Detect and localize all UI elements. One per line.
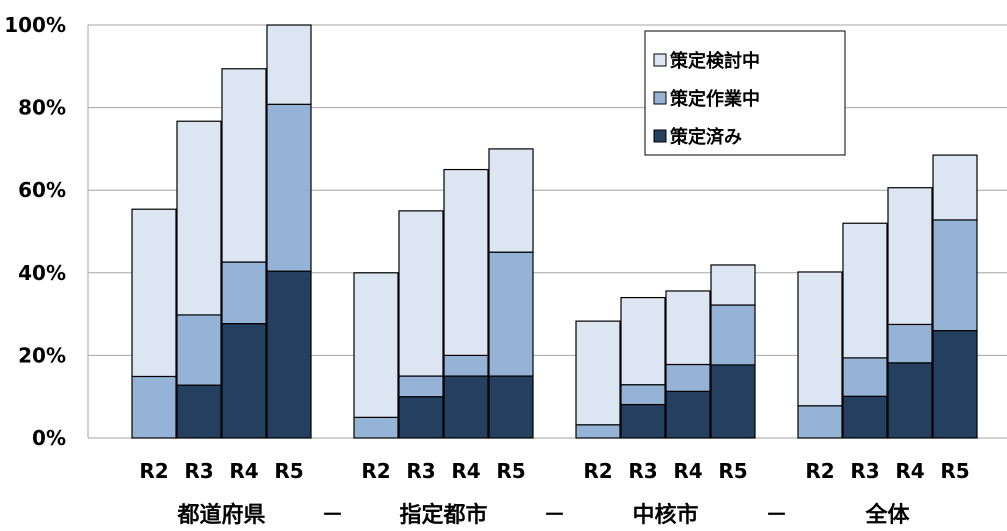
bar-segment-considering	[710, 264, 756, 306]
x-category-label: R5	[496, 459, 525, 483]
y-tick-label: 0%	[32, 426, 66, 450]
bar-segment-in-progress	[353, 416, 399, 439]
x-category-label: R4	[229, 459, 258, 483]
y-axis-ticks: 0% 20% 40% 60% 80% 100%	[4, 13, 66, 450]
x-category-label: R2	[139, 459, 168, 483]
x-category-label: R3	[850, 459, 879, 483]
x-group-label: 中核市	[632, 502, 698, 528]
legend-label: 策定済み	[670, 126, 742, 148]
bar-segment-done	[221, 322, 267, 439]
y-tick-label: 60%	[18, 178, 66, 202]
y-tick-label: 100%	[4, 13, 66, 37]
bar-segment-in-progress	[266, 103, 312, 272]
x-axis-groups: 都道府県 指定都市 中核市 全体 － － －	[176, 502, 910, 528]
bar-segment-considering	[797, 271, 843, 407]
bar-segment-in-progress	[131, 375, 177, 439]
bar-segment-in-progress	[797, 405, 843, 439]
bar-segment-considering	[131, 208, 177, 378]
x-group-separator: －	[321, 503, 343, 528]
y-tick-label: 80%	[18, 96, 66, 120]
bar-segment-in-progress	[398, 375, 444, 398]
y-tick-label: 40%	[18, 261, 66, 285]
x-category-label: R3	[184, 459, 213, 483]
x-axis-categories: R2 R3 R4 R5 R2 R3 R4 R5 R2 R3 R4 R5 R2 R3 R4 R5	[139, 459, 969, 483]
x-group-label: 指定都市	[399, 502, 487, 528]
bar-segment-in-progress	[221, 261, 267, 325]
x-category-label: R2	[583, 459, 612, 483]
legend-label: 策定検討中	[670, 50, 760, 72]
x-category-label: R3	[628, 459, 657, 483]
bar-segment-considering	[932, 154, 978, 221]
legend-label: 策定作業中	[670, 88, 760, 110]
bar-segment-in-progress	[488, 251, 534, 377]
bar-segment-considering	[176, 120, 222, 316]
bar-segment-done	[488, 375, 534, 439]
bar-segment-done	[620, 403, 666, 439]
bar-segment-considering	[266, 24, 312, 105]
x-category-label: R5	[940, 459, 969, 483]
bar-segment-done	[710, 364, 756, 439]
bar-segment-considering	[887, 187, 933, 326]
bar-segment-considering	[443, 168, 489, 357]
bar-segment-done	[887, 362, 933, 439]
legend-box	[644, 30, 846, 156]
x-category-label: R4	[451, 459, 480, 483]
bar-segment-in-progress	[665, 363, 711, 392]
bar-segment-considering	[575, 320, 621, 426]
bar-segment-in-progress	[710, 304, 756, 366]
bar-segment-considering	[488, 148, 534, 253]
x-group-separator: －	[765, 503, 787, 528]
bar-segment-done	[443, 375, 489, 439]
x-category-label: R5	[718, 459, 747, 483]
bar-segment-done	[665, 390, 711, 439]
x-category-label: R5	[274, 459, 303, 483]
bar-segment-in-progress	[887, 323, 933, 364]
x-group-label: 都道府県	[176, 502, 265, 528]
bar-segment-done	[932, 330, 978, 439]
bar-segment-considering	[221, 68, 267, 263]
bar-segment-done	[266, 270, 312, 439]
bar-segment-considering	[353, 272, 399, 418]
x-group-separator: －	[543, 503, 565, 528]
x-category-label: R4	[673, 459, 702, 483]
bar-segment-in-progress	[443, 354, 489, 377]
bars	[131, 24, 978, 439]
bar-segment-considering	[620, 296, 666, 386]
y-tick-label: 20%	[18, 343, 66, 367]
bar-segment-in-progress	[842, 357, 888, 397]
bar-segment-considering	[665, 290, 711, 366]
legend-swatch	[653, 91, 667, 105]
bar-segment-done	[842, 395, 888, 439]
bar-segment-considering	[398, 210, 444, 377]
x-group-label: 全体	[864, 502, 910, 528]
x-category-label: R2	[361, 459, 390, 483]
x-category-label: R2	[805, 459, 834, 483]
bar-segment-in-progress	[575, 424, 621, 439]
bar-segment-in-progress	[932, 219, 978, 332]
legend-swatch	[653, 129, 667, 143]
legend-swatch	[653, 53, 667, 67]
bar-segment-in-progress	[620, 384, 666, 406]
bar-segment-considering	[842, 222, 888, 359]
x-category-label: R4	[895, 459, 924, 483]
x-category-label: R3	[406, 459, 435, 483]
bar-segment-done	[398, 396, 444, 439]
bar-segment-in-progress	[176, 314, 222, 386]
bar-segment-done	[176, 384, 222, 439]
